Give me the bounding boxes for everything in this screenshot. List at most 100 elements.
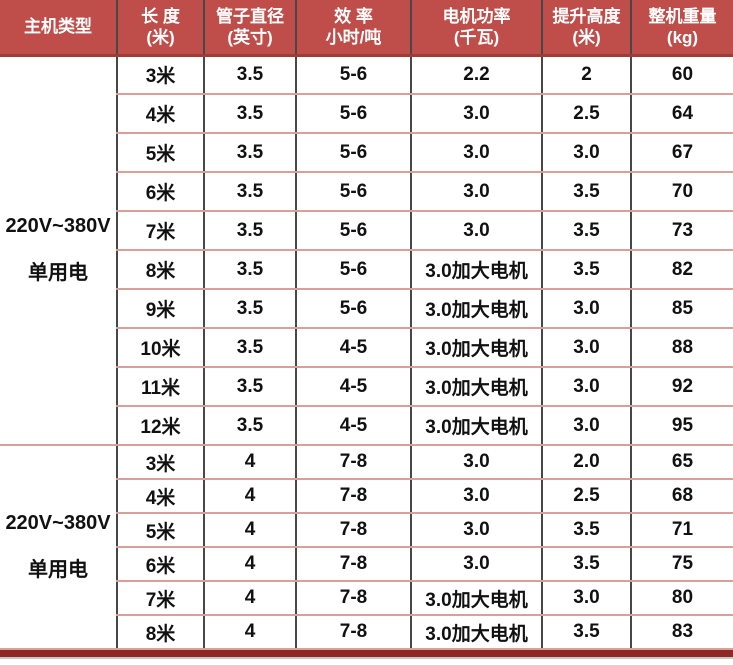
- table-row: 4米 4 7-8 3.0 2.5 68: [0, 479, 733, 514]
- table-cell: 9米: [116, 289, 204, 329]
- column-header-line1: 效 率: [334, 6, 373, 26]
- table-cell: 3.5: [203, 133, 296, 173]
- table-cell: 3.0加大电机: [410, 328, 542, 368]
- column-header-line1: 长 度: [141, 6, 180, 26]
- table-cell: 4: [203, 581, 296, 616]
- column-header-4: 电机功率 (千瓦): [410, 0, 542, 57]
- table-cell: 4米: [116, 94, 204, 134]
- table-cell: 5米: [116, 133, 204, 173]
- table-cell: 7-8: [295, 513, 411, 548]
- table-cell: 2.5: [541, 479, 631, 514]
- table-cell: 3.0: [410, 445, 542, 480]
- table-row: 7米 4 7-8 3.0加大电机 3.0 80: [0, 581, 733, 616]
- table-cell: 8米: [116, 615, 204, 650]
- machine-type-power: 单用电: [28, 262, 88, 285]
- table-cell: 3.0: [541, 328, 631, 368]
- table-cell: 75: [630, 547, 733, 582]
- table-row: 12米 3.5 4-5 3.0加大电机 3.0 95: [0, 406, 733, 446]
- table-cell: 3.0: [410, 479, 542, 514]
- table-cell: 10米: [116, 328, 204, 368]
- table-cell: 5-6: [295, 250, 411, 290]
- table-cell: 92: [630, 367, 733, 407]
- bottom-accent-bar: [0, 650, 733, 657]
- table-header: 主机类型长 度 (米) 管子直径 (英寸) 效 率小时/吨 电机功率 (千瓦) 提升高度 (米)…: [0, 0, 733, 57]
- table-cell: 5-6: [295, 211, 411, 251]
- table-cell: 8米: [116, 250, 204, 290]
- table-cell: 60: [630, 55, 733, 95]
- table-row: 6米 4 7-8 3.0 3.5 75: [0, 547, 733, 582]
- table-cell: 3.0: [541, 289, 631, 329]
- table-cell: 3.0: [541, 406, 631, 446]
- table-cell: 3.5: [203, 289, 296, 329]
- table-cell: 3.5: [203, 250, 296, 290]
- column-header-5: 提升高度 (米): [541, 0, 631, 57]
- table-cell: 3米: [116, 445, 204, 480]
- table-cell: 3.5: [541, 250, 631, 290]
- column-header-line2: (米): [572, 27, 601, 47]
- table-cell: 3.5: [541, 547, 631, 582]
- table-cell: 85: [630, 289, 733, 329]
- table-cell: 80: [630, 581, 733, 616]
- table-cell: 4: [203, 513, 296, 548]
- table-cell: 3.5: [203, 55, 296, 95]
- table-cell: 3.5: [203, 406, 296, 446]
- table-cell: 95: [630, 406, 733, 446]
- table-cell: 4: [203, 615, 296, 650]
- table-cell: 3.0: [410, 547, 542, 582]
- table-cell: 4米: [116, 479, 204, 514]
- column-header-line1: 管子直径: [216, 6, 284, 26]
- table-cell: 67: [630, 133, 733, 173]
- table-cell: 3.0加大电机: [410, 289, 542, 329]
- table-cell: 5-6: [295, 133, 411, 173]
- table-cell: 2.2: [410, 55, 542, 95]
- table-cell: 5米: [116, 513, 204, 548]
- table-cell: 3.5: [541, 615, 631, 650]
- table-cell: 7-8: [295, 615, 411, 650]
- table-cell: 3.0: [410, 513, 542, 548]
- machine-type-voltage: 220V~380V: [5, 215, 111, 238]
- table-cell: 3.0加大电机: [410, 250, 542, 290]
- table-cell: 2.5: [541, 94, 631, 134]
- table-cell: 4-5: [295, 367, 411, 407]
- table-cell: 7-8: [295, 547, 411, 582]
- column-header-0: 主机类型: [0, 0, 117, 57]
- table-row: 8米 3.5 5-6 3.0加大电机 3.5 82: [0, 250, 733, 290]
- column-header-line2: 小时/吨: [325, 27, 382, 47]
- table-cell: 3.5: [203, 172, 296, 212]
- table-cell: 6米: [116, 172, 204, 212]
- column-header-line2: (米): [146, 27, 175, 47]
- bottom-edge-line: [0, 657, 733, 659]
- table-cell: 7-8: [295, 581, 411, 616]
- table-cell: 65: [630, 445, 733, 480]
- table-cell: 68: [630, 479, 733, 514]
- table-cell: 6米: [116, 547, 204, 582]
- column-header-line1: 主机类型: [24, 17, 92, 37]
- column-header-line1: 电机功率: [442, 6, 511, 26]
- table-row: 4米 3.5 5-6 3.0 2.5 64: [0, 94, 733, 134]
- table-row: 5米 3.5 5-6 3.0 3.0 67: [0, 133, 733, 173]
- table-cell: 3.0: [541, 367, 631, 407]
- table-row: 7米 3.5 5-6 3.0 3.5 73: [0, 211, 733, 251]
- table-cell: 4-5: [295, 406, 411, 446]
- table-cell: 3.0加大电机: [410, 406, 542, 446]
- header-row: 主机类型长 度 (米) 管子直径 (英寸) 效 率小时/吨 电机功率 (千瓦) 提升高度 (米)…: [0, 0, 733, 57]
- table-cell: 3.0: [541, 581, 631, 616]
- table-cell: 4: [203, 445, 296, 480]
- table-cell: 3.0: [410, 94, 542, 134]
- column-header-1: 长 度 (米): [116, 0, 204, 57]
- table-cell: 3.5: [203, 211, 296, 251]
- table-cell: 4: [203, 479, 296, 514]
- machine-type-cell: 220V~380V 单用电: [0, 445, 117, 650]
- column-header-line2: (英寸): [227, 27, 273, 47]
- table-cell: 3.0: [410, 211, 542, 251]
- table-cell: 7-8: [295, 445, 411, 480]
- table-cell: 83: [630, 615, 733, 650]
- table-cell: 88: [630, 328, 733, 368]
- table-cell: 3.0加大电机: [410, 367, 542, 407]
- table-row: 220V~380V 单用电 3米 3.5 5-6 2.2 2 60: [0, 55, 733, 446]
- table-cell: 3.0: [541, 133, 631, 173]
- table-cell: 3米: [116, 55, 204, 95]
- table-cell: 70: [630, 172, 733, 212]
- table-row: 5米 4 7-8 3.0 3.5 71: [0, 513, 733, 548]
- table-cell: 7-8: [295, 479, 411, 514]
